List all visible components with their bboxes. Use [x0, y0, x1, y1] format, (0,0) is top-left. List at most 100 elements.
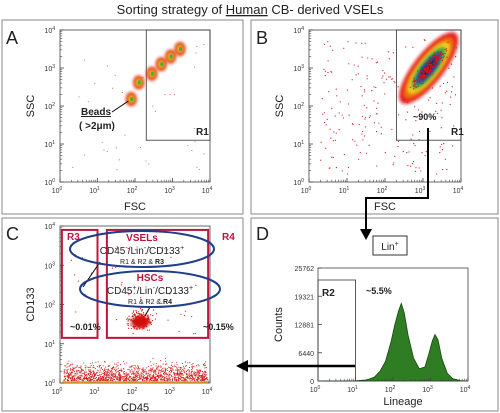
event-dot	[127, 373, 129, 375]
event-dot	[161, 376, 164, 378]
event-dot	[69, 372, 71, 374]
event-dot	[201, 379, 203, 381]
event-dot	[415, 119, 417, 122]
event-dot	[108, 370, 110, 372]
event-dot	[99, 374, 101, 376]
event-dot	[160, 365, 162, 367]
event-dot	[429, 66, 432, 69]
event-dot	[363, 104, 365, 106]
event-dot	[105, 374, 107, 376]
event-dot	[135, 374, 137, 376]
event-dot	[82, 370, 84, 372]
y-tick-label: 102	[44, 102, 55, 111]
event-dot	[111, 368, 113, 370]
event-dot	[334, 139, 337, 141]
event-dot	[364, 116, 367, 118]
event-dot	[406, 111, 409, 113]
event-dot	[166, 368, 168, 370]
event-dot	[158, 370, 160, 372]
event-dot	[128, 379, 130, 381]
event-dot	[182, 376, 184, 378]
panel-d-frame	[250, 217, 499, 412]
event-dot	[173, 373, 175, 375]
event-dot	[328, 91, 330, 93]
event-dot	[191, 367, 193, 369]
event-dot	[183, 371, 185, 373]
event-dot	[376, 165, 378, 167]
y-tick-label: 100	[44, 178, 55, 187]
event-dot	[66, 372, 68, 374]
event-dot	[76, 378, 78, 380]
event-dot	[97, 369, 99, 371]
event-dot	[419, 75, 422, 78]
event-dot	[164, 357, 166, 359]
event-dot	[122, 378, 124, 380]
x-tick-label: 102	[127, 387, 138, 396]
event-dot	[444, 92, 447, 94]
event-dot	[429, 97, 431, 99]
event-dot	[364, 118, 366, 120]
event-dot	[160, 372, 162, 374]
event-dot	[66, 363, 68, 365]
event-dot	[361, 56, 363, 58]
event-dot	[154, 372, 156, 374]
event-dot	[138, 313, 141, 315]
event-dot	[134, 373, 136, 375]
event-dot	[415, 80, 417, 82]
event-dot	[149, 375, 151, 378]
event-dot	[164, 374, 166, 376]
event-dot	[175, 377, 177, 379]
event-dot	[84, 377, 86, 380]
event-dot	[142, 368, 144, 370]
event-dot	[102, 372, 105, 375]
event-dot	[141, 309, 143, 311]
event-dot	[423, 78, 425, 81]
event-dot	[107, 369, 109, 371]
event-dot	[435, 57, 437, 60]
event-dot	[103, 375, 105, 377]
event-dot	[128, 315, 130, 317]
event-dot	[444, 52, 446, 55]
event-dot	[170, 368, 172, 370]
event-dot	[78, 367, 80, 369]
event-dot	[432, 61, 435, 63]
x-tick-label: 104	[202, 186, 213, 195]
event-dot	[123, 377, 125, 379]
event-dot	[167, 378, 169, 380]
event-dot	[392, 164, 394, 166]
event-dot	[137, 370, 139, 373]
event-dot	[125, 372, 127, 374]
event-dot	[200, 379, 202, 381]
event-dot	[139, 368, 141, 370]
event-dot	[76, 369, 78, 371]
event-dot	[377, 102, 379, 104]
event-dot	[64, 378, 66, 380]
event-dot	[446, 168, 448, 171]
event-dot	[71, 379, 73, 381]
event-dot	[83, 362, 85, 364]
event-dot	[336, 95, 338, 97]
event-dot	[375, 130, 378, 133]
event-dot	[427, 72, 429, 74]
event-dot	[141, 369, 143, 371]
event-dot	[196, 371, 198, 373]
event-dot	[408, 151, 410, 153]
event-dot	[388, 76, 390, 78]
event-dot	[155, 367, 158, 370]
y-tick-label: 25762	[295, 266, 315, 273]
event-dot	[80, 366, 82, 368]
event-dot	[138, 311, 140, 313]
event-dot	[73, 379, 76, 381]
event-dot	[204, 364, 206, 366]
vsels-phenotype: CD45-/Lin-/CD133+	[100, 245, 184, 257]
event-dot	[185, 376, 187, 378]
event-dot	[135, 378, 137, 380]
event-dot	[74, 374, 76, 376]
event-dot	[425, 78, 427, 80]
event-dot	[392, 52, 394, 54]
event-dot	[173, 364, 175, 366]
event-dot	[366, 75, 368, 77]
event-dot	[163, 378, 165, 380]
event-dot	[205, 131, 207, 133]
event-dot	[190, 375, 193, 377]
